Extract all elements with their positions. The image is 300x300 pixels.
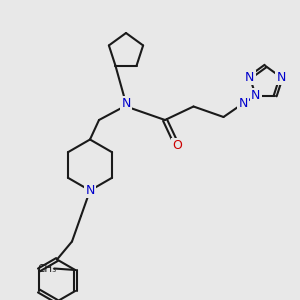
Text: CH₃: CH₃ xyxy=(37,263,56,274)
Text: O: O xyxy=(172,139,182,152)
Text: N: N xyxy=(245,71,254,84)
Text: N: N xyxy=(277,71,286,84)
Text: N: N xyxy=(251,89,260,102)
Text: N: N xyxy=(121,97,131,110)
Text: N: N xyxy=(238,97,248,110)
Text: N: N xyxy=(85,184,95,197)
